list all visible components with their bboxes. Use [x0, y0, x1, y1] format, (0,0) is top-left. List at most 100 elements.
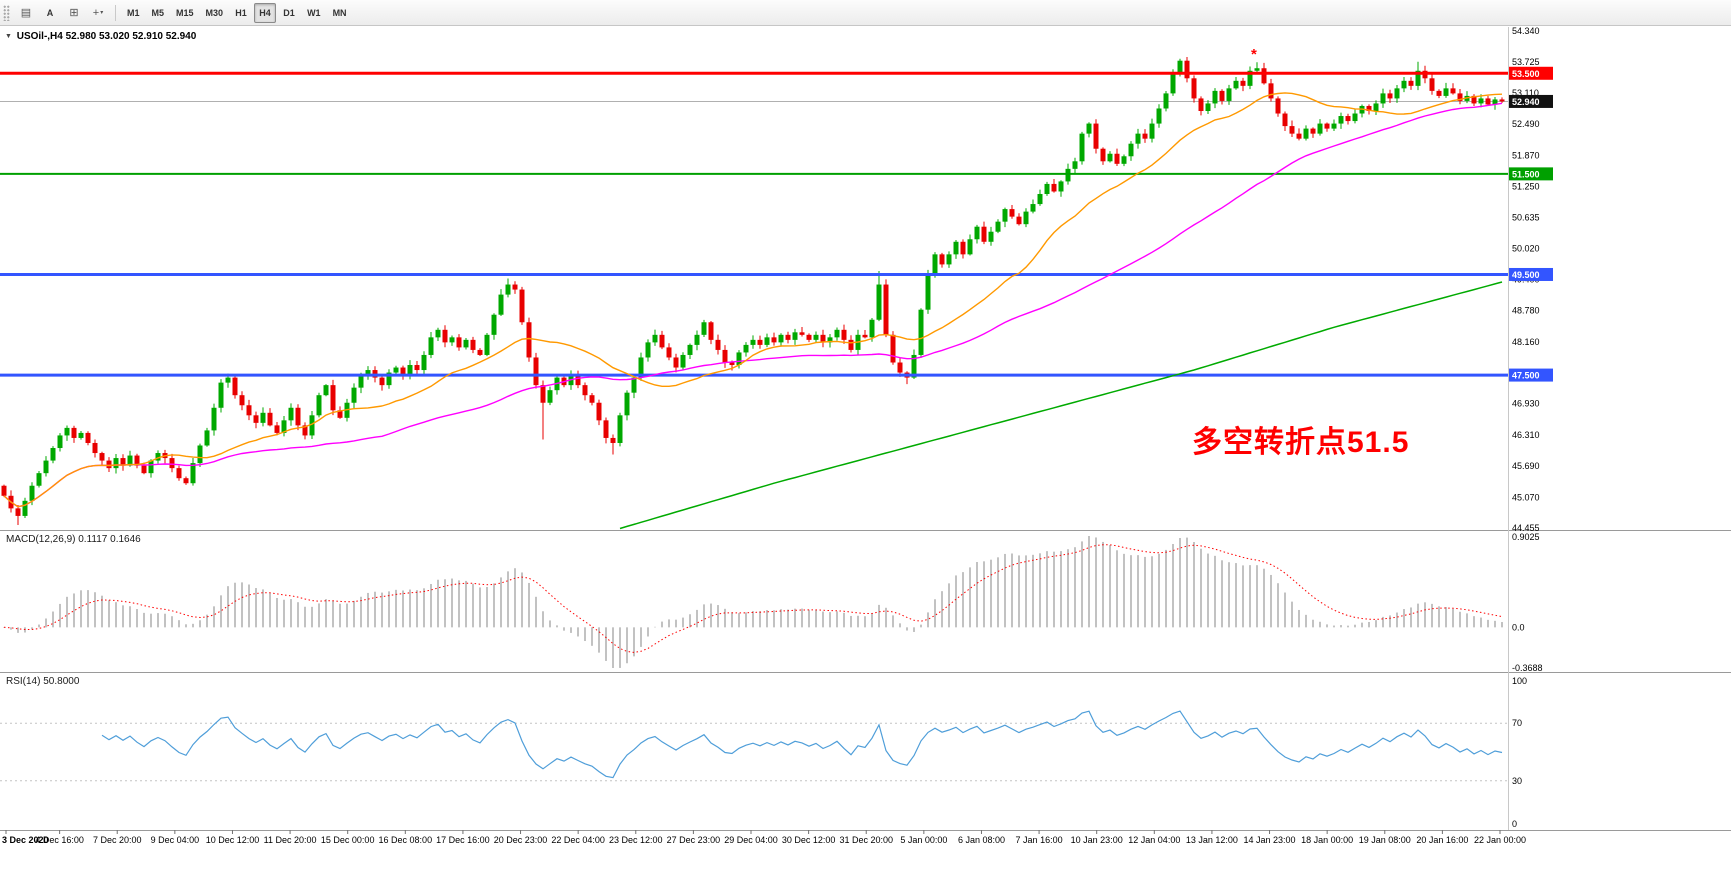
svg-text:44.455: 44.455 — [1512, 523, 1540, 533]
svg-text:53.500: 53.500 — [1512, 69, 1540, 79]
svg-text:47.500: 47.500 — [1512, 371, 1540, 381]
ma-slow-line — [619, 281, 1503, 530]
svg-text:50.020: 50.020 — [1512, 243, 1540, 253]
plus-icon: + — [92, 6, 100, 19]
svg-text:30 Dec 12:00: 30 Dec 12:00 — [782, 835, 836, 845]
candles-layer — [1, 56, 1505, 525]
macd-label: MACD(12,26,9) 0.1117 0.1646 — [6, 534, 141, 545]
ma-mid-line — [3, 102, 1503, 508]
svg-text:48.160: 48.160 — [1512, 337, 1540, 347]
timeframe-h1[interactable]: H1 — [230, 3, 252, 23]
svg-text:30: 30 — [1512, 776, 1522, 786]
svg-text:29 Dec 04:00: 29 Dec 04:00 — [724, 835, 778, 845]
rsi-levels — [0, 722, 1508, 782]
crosshair-tool-icon[interactable]: ⊞ — [63, 3, 85, 23]
svg-text:20 Dec 23:00: 20 Dec 23:00 — [494, 835, 548, 845]
svg-text:16 Dec 08:00: 16 Dec 08:00 — [379, 835, 433, 845]
timeframe-mn[interactable]: MN — [328, 3, 352, 23]
svg-text:53.725: 53.725 — [1512, 57, 1540, 67]
macd-signal-line — [3, 544, 1503, 653]
svg-text:31 Dec 20:00: 31 Dec 20:00 — [839, 835, 893, 845]
svg-text:14 Jan 23:00: 14 Jan 23:00 — [1244, 835, 1296, 845]
macd-name: MACD(12,26,9) — [6, 534, 76, 545]
symbol-timeframe: USOil-,H4 — [16, 31, 63, 42]
svg-text:53.110: 53.110 — [1512, 88, 1539, 98]
star-marker: * — [1251, 46, 1257, 63]
toolbar: ▤ A ⊞ + ▾ M1 M5 M15 M30 H1 H4 D1 W1 MN — [0, 0, 1731, 26]
svg-text:17 Dec 16:00: 17 Dec 16:00 — [436, 835, 490, 845]
timeframe-m30[interactable]: M30 — [201, 3, 229, 23]
rsi-label: RSI(14) 50.8000 — [6, 676, 79, 687]
macd-histogram — [3, 536, 1503, 668]
svg-text:45.070: 45.070 — [1512, 492, 1540, 502]
chart-title: ▼ USOil-,H4 52.980 53.020 52.910 52.940 — [5, 31, 196, 42]
rsi-value: 50.8000 — [43, 676, 80, 687]
ma-fast-line — [3, 92, 1503, 508]
svg-text:22 Jan 00:00: 22 Jan 00:00 — [1474, 835, 1526, 845]
svg-text:45.690: 45.690 — [1512, 461, 1540, 471]
toolbar-separator — [115, 4, 116, 21]
macd-axis[interactable]: 0.9025 0.0 -0.3688 — [1512, 532, 1543, 673]
svg-text:0: 0 — [1512, 819, 1517, 829]
level-badges: 53.500 51.500 49.500 47.500 52.940 — [1509, 66, 1553, 382]
svg-text:27 Dec 23:00: 27 Dec 23:00 — [667, 835, 721, 845]
svg-text:13 Jan 12:00: 13 Jan 12:00 — [1186, 835, 1238, 845]
svg-text:5 Jan 00:00: 5 Jan 00:00 — [900, 835, 947, 845]
svg-text:100: 100 — [1512, 676, 1527, 686]
svg-text:12 Jan 04:00: 12 Jan 04:00 — [1128, 835, 1180, 845]
svg-text:48.780: 48.780 — [1512, 306, 1540, 316]
charts-grid-icon[interactable]: ▤ — [15, 3, 37, 23]
svg-text:15 Dec 00:00: 15 Dec 00:00 — [321, 835, 375, 845]
ohlc-values: 52.980 53.020 52.910 52.940 — [65, 31, 197, 42]
svg-text:7 Jan 16:00: 7 Jan 16:00 — [1016, 835, 1063, 845]
svg-text:0.0: 0.0 — [1512, 622, 1525, 632]
svg-text:52.940: 52.940 — [1512, 97, 1540, 107]
price-annotation: 多空转折点51.5 — [1192, 426, 1410, 459]
svg-text:51.500: 51.500 — [1512, 169, 1540, 179]
svg-text:20 Jan 16:00: 20 Jan 16:00 — [1416, 835, 1468, 845]
timeframe-m5[interactable]: M5 — [147, 3, 170, 23]
svg-text:10 Jan 23:00: 10 Jan 23:00 — [1071, 835, 1123, 845]
level-lines-layer — [0, 71, 1508, 377]
svg-text:52.490: 52.490 — [1512, 119, 1540, 129]
svg-text:46.310: 46.310 — [1512, 430, 1540, 440]
timeframe-h4[interactable]: H4 — [254, 2, 277, 23]
svg-text:19 Jan 08:00: 19 Jan 08:00 — [1359, 835, 1411, 845]
collapse-arrow-icon: ▼ — [5, 33, 12, 40]
svg-text:51.870: 51.870 — [1512, 150, 1540, 160]
rsi-line — [101, 710, 1503, 779]
chevron-down-icon: ▾ — [100, 10, 104, 16]
toolbar-grip[interactable] — [3, 4, 10, 21]
svg-text:70: 70 — [1512, 718, 1522, 728]
timeframe-m1[interactable]: M1 — [122, 3, 145, 23]
timeframe-d1[interactable]: D1 — [278, 3, 300, 23]
svg-text:54.340: 54.340 — [1512, 26, 1540, 36]
svg-text:7 Dec 20:00: 7 Dec 20:00 — [93, 835, 142, 845]
macd-values: 0.1117 0.1646 — [78, 534, 141, 545]
svg-text:49.500: 49.500 — [1512, 270, 1540, 280]
svg-text:3 Dec 2020: 3 Dec 2020 — [2, 835, 49, 845]
svg-text:10 Dec 12:00: 10 Dec 12:00 — [206, 835, 260, 845]
panel-separators — [0, 27, 1731, 831]
svg-text:6 Jan 08:00: 6 Jan 08:00 — [958, 835, 1005, 845]
svg-text:11 Dec 20:00: 11 Dec 20:00 — [264, 835, 317, 845]
svg-text:22 Dec 04:00: 22 Dec 04:00 — [551, 835, 605, 845]
timeframe-w1[interactable]: W1 — [302, 3, 326, 23]
svg-text:18 Jan 00:00: 18 Jan 00:00 — [1301, 835, 1353, 845]
svg-text:23 Dec 12:00: 23 Dec 12:00 — [609, 835, 663, 845]
svg-text:50.635: 50.635 — [1512, 212, 1540, 222]
svg-text:51.250: 51.250 — [1512, 181, 1540, 191]
timeframe-m15[interactable]: M15 — [171, 3, 199, 23]
rsi-name: RSI(14) — [6, 676, 41, 687]
svg-text:46.930: 46.930 — [1512, 399, 1540, 409]
svg-text:4 Dec 16:00: 4 Dec 16:00 — [35, 835, 84, 845]
svg-text:0.9025: 0.9025 — [1512, 532, 1540, 542]
indicators-dropdown-button[interactable]: + ▾ — [87, 3, 109, 23]
svg-text:9 Dec 04:00: 9 Dec 04:00 — [151, 835, 200, 845]
cursor-tool-button[interactable]: A — [39, 3, 61, 23]
svg-text:-0.3688: -0.3688 — [1512, 663, 1543, 673]
rsi-axis[interactable]: 100 70 30 0 — [1512, 676, 1527, 829]
